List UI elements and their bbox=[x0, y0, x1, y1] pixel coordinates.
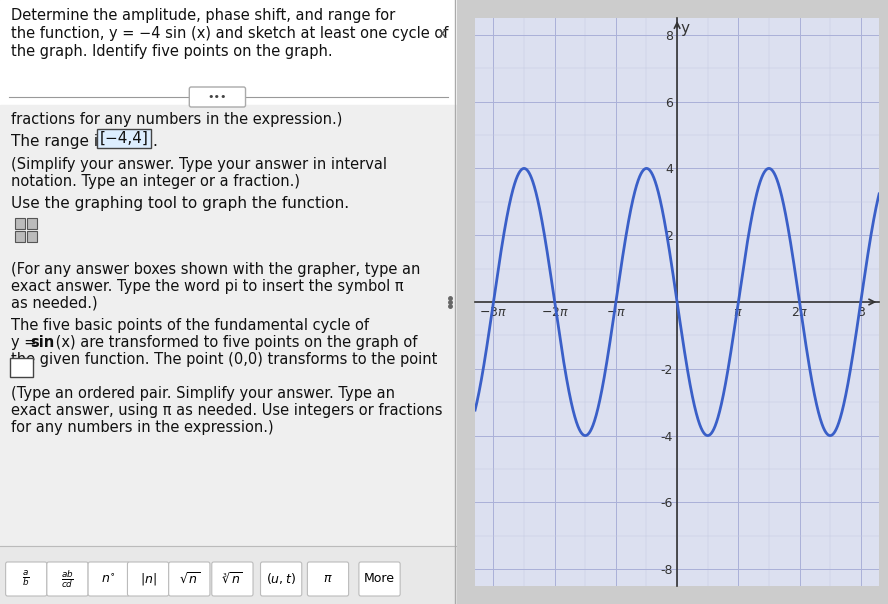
Text: fractions for any numbers in the expression.): fractions for any numbers in the express… bbox=[12, 112, 343, 127]
Text: .: . bbox=[153, 134, 158, 149]
Text: exact answer. Type the word pi to insert the symbol π: exact answer. Type the word pi to insert… bbox=[12, 279, 404, 294]
Text: [−4,4]: [−4,4] bbox=[99, 131, 148, 146]
FancyBboxPatch shape bbox=[47, 562, 88, 596]
Bar bbox=[28, 231, 37, 242]
FancyBboxPatch shape bbox=[189, 87, 245, 107]
FancyBboxPatch shape bbox=[5, 562, 47, 596]
Text: the function, y = −4 sin (x) and sketch at least one cycle of: the function, y = −4 sin (x) and sketch … bbox=[12, 26, 448, 41]
Text: •••: ••• bbox=[208, 92, 227, 102]
Text: exact answer, using π as needed. Use integers or fractions: exact answer, using π as needed. Use int… bbox=[12, 403, 443, 418]
FancyBboxPatch shape bbox=[359, 562, 400, 596]
FancyBboxPatch shape bbox=[212, 562, 253, 596]
Text: The five basic points of the fundamental cycle of: The five basic points of the fundamental… bbox=[12, 318, 369, 333]
Text: $\pi$: $\pi$ bbox=[323, 573, 333, 585]
Bar bbox=[15, 218, 25, 229]
Text: $\sqrt[3]{n}$: $\sqrt[3]{n}$ bbox=[222, 571, 243, 586]
Text: for any numbers in the expression.): for any numbers in the expression.) bbox=[12, 420, 274, 435]
Text: notation. Type an integer or a fraction.): notation. Type an integer or a fraction.… bbox=[12, 174, 300, 189]
FancyBboxPatch shape bbox=[128, 562, 169, 596]
Text: (x) are transformed to five points on the graph of: (x) are transformed to five points on th… bbox=[51, 335, 417, 350]
Text: as needed.): as needed.) bbox=[12, 296, 98, 311]
Text: (For any answer boxes shown with the grapher, type an: (For any answer boxes shown with the gra… bbox=[12, 262, 421, 277]
Text: the graph. Identify five points on the graph.: the graph. Identify five points on the g… bbox=[12, 44, 333, 59]
FancyBboxPatch shape bbox=[169, 562, 210, 596]
Text: Determine the amplitude, phase shift, and range for: Determine the amplitude, phase shift, an… bbox=[12, 8, 395, 23]
Text: x: x bbox=[438, 27, 447, 42]
Text: $\frac{a}{b}$: $\frac{a}{b}$ bbox=[22, 569, 30, 589]
Bar bbox=[0, 0, 457, 114]
FancyBboxPatch shape bbox=[88, 562, 130, 596]
Text: (Simplify your answer. Type your answer in interval: (Simplify your answer. Type your answer … bbox=[12, 157, 387, 172]
Bar bbox=[0, 105, 457, 604]
FancyBboxPatch shape bbox=[260, 562, 302, 596]
Bar bbox=[15, 231, 25, 242]
Text: the given function. The point (0,0) transforms to the point: the given function. The point (0,0) tran… bbox=[12, 352, 438, 367]
Text: (Type an ordered pair. Simplify your answer. Type an: (Type an ordered pair. Simplify your ans… bbox=[12, 386, 395, 401]
FancyBboxPatch shape bbox=[307, 562, 349, 596]
Bar bbox=[0, 546, 457, 604]
Text: The range is: The range is bbox=[12, 134, 111, 149]
Text: y =: y = bbox=[12, 335, 41, 350]
Text: sin: sin bbox=[30, 335, 54, 350]
Text: $\frac{ab}{cd}$: $\frac{ab}{cd}$ bbox=[61, 568, 74, 590]
Text: y: y bbox=[680, 22, 690, 36]
Text: $\sqrt{n}$: $\sqrt{n}$ bbox=[178, 571, 200, 586]
Text: Use the graphing tool to graph the function.: Use the graphing tool to graph the funct… bbox=[12, 196, 349, 211]
Text: $(u,t)$: $(u,t)$ bbox=[266, 571, 296, 586]
Text: $n^{\circ}$: $n^{\circ}$ bbox=[101, 573, 116, 585]
FancyBboxPatch shape bbox=[11, 358, 33, 377]
FancyBboxPatch shape bbox=[97, 129, 151, 148]
Text: $|n|$: $|n|$ bbox=[139, 571, 156, 587]
Bar bbox=[28, 218, 37, 229]
Text: More: More bbox=[364, 573, 395, 585]
